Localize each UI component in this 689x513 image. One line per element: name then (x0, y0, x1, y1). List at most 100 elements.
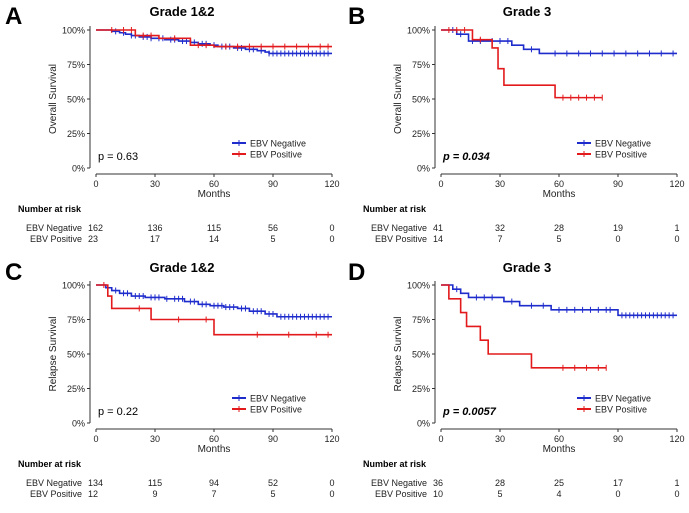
risk-table-header: Number at risk (363, 459, 427, 469)
y-axis-label: Relapse Survival (48, 316, 59, 391)
risk-value-ebv-positive: 0 (674, 234, 679, 244)
x-tick-label: 0 (93, 434, 98, 444)
risk-value-ebv-negative: 32 (495, 223, 505, 233)
curve-ebv-positive (441, 284, 607, 369)
risk-value-ebv-positive: 0 (615, 489, 620, 499)
y-tick-label: 75% (67, 60, 85, 70)
y-tick-label: 25% (412, 129, 430, 139)
risk-row-label-ebv-positive: EBV Positive (30, 489, 82, 499)
x-tick-label: 120 (669, 179, 684, 189)
chart-title: Grade 3 (503, 260, 551, 275)
y-tick-label: 75% (412, 60, 430, 70)
x-tick-label: 120 (324, 434, 339, 444)
risk-value-ebv-negative: 28 (554, 223, 564, 233)
y-tick-label: 0% (72, 419, 85, 429)
risk-value-ebv-positive: 5 (270, 489, 275, 499)
risk-value-ebv-negative: 36 (433, 478, 443, 488)
risk-value-ebv-negative: 56 (268, 223, 278, 233)
x-tick-label: 60 (554, 179, 564, 189)
y-tick-label: 0% (72, 164, 85, 174)
risk-value-ebv-negative: 52 (268, 478, 278, 488)
y-tick-label: 75% (412, 315, 430, 325)
risk-value-ebv-positive: 5 (556, 234, 561, 244)
panel-label: B (348, 3, 365, 30)
x-tick-label: 90 (613, 179, 623, 189)
risk-table-header: Number at risk (18, 204, 82, 214)
x-tick-label: 0 (438, 434, 443, 444)
risk-value-ebv-negative: 136 (147, 223, 162, 233)
y-tick-label: 75% (67, 315, 85, 325)
x-tick-label: 60 (209, 179, 219, 189)
curve-ebv-negative (96, 284, 332, 318)
risk-value-ebv-negative: 0 (329, 478, 334, 488)
panel-c: C Grade 1&20%25%50%75%100%0 30 60 90 120Month… (5, 259, 340, 499)
risk-value-ebv-positive: 12 (88, 489, 98, 499)
y-axis-label: Relapse Survival (393, 316, 404, 391)
legend-label-ebv-negative: EBV Negative (250, 394, 306, 404)
y-tick-label: 50% (412, 350, 430, 360)
x-axis-label: Months (543, 444, 576, 455)
risk-table-header: Number at risk (18, 459, 82, 469)
x-tick-label: 60 (209, 434, 219, 444)
y-tick-label: 25% (67, 129, 85, 139)
risk-value-ebv-positive: 7 (211, 489, 216, 499)
x-tick-label: 90 (268, 434, 278, 444)
y-tick-label: 25% (412, 384, 430, 394)
risk-value-ebv-negative: 25 (554, 478, 564, 488)
chart-title: Grade 1&2 (149, 260, 214, 275)
x-tick-label: 0 (93, 179, 98, 189)
risk-value-ebv-positive: 23 (88, 234, 98, 244)
risk-value-ebv-negative: 94 (209, 478, 219, 488)
x-axis-label: Months (198, 189, 231, 200)
legend-label-ebv-negative: EBV Negative (250, 139, 306, 149)
risk-row-label-ebv-negative: EBV Negative (371, 223, 427, 233)
x-tick-label: 0 (438, 179, 443, 189)
panel-a: A Grade 1&2 0% 25% 50% 75% 100% 0 30 60 90 120 Month… (5, 3, 340, 244)
risk-value-ebv-positive: 5 (270, 234, 275, 244)
x-tick-label: 30 (495, 434, 505, 444)
chart-title: Grade 3 (503, 4, 551, 19)
risk-value-ebv-negative: 19 (613, 223, 623, 233)
risk-value-ebv-negative: 1 (674, 223, 679, 233)
risk-value-ebv-negative: 17 (613, 478, 623, 488)
y-tick-label: 100% (62, 281, 85, 291)
legend-label-ebv-negative: EBV Negative (595, 394, 651, 404)
risk-value-ebv-positive: 0 (674, 489, 679, 499)
panel-label: A (5, 3, 22, 30)
curve-ebv-positive (96, 284, 332, 336)
y-tick-label: 50% (67, 350, 85, 360)
legend-label-ebv-positive: EBV Positive (250, 150, 302, 160)
risk-value-ebv-positive: 10 (433, 489, 443, 499)
risk-value-ebv-negative: 28 (495, 478, 505, 488)
y-tick-label: 100% (407, 281, 430, 291)
y-tick-label: 100% (407, 26, 430, 36)
risk-value-ebv-negative: 41 (433, 223, 443, 233)
y-tick-label: 0% (417, 419, 430, 429)
x-tick-label: 120 (669, 434, 684, 444)
risk-value-ebv-negative: 115 (148, 478, 162, 488)
risk-value-ebv-negative: 134 (88, 478, 103, 488)
p-value: p = 0.63 (98, 151, 138, 163)
y-tick-label: 25% (67, 384, 85, 394)
risk-row-label-ebv-negative: EBV Negative (26, 478, 82, 488)
x-tick-label: 120 (324, 179, 339, 189)
curve-ebv-negative (441, 29, 677, 55)
risk-value-ebv-positive: 0 (329, 489, 334, 499)
panel-b: B Grade 3 0% 25% 50% 75% 100% 0 30 60 90 120 Months O… (348, 3, 685, 244)
risk-value-ebv-positive: 14 (433, 234, 443, 244)
chart-title: Grade 1&2 (149, 4, 214, 19)
risk-value-ebv-positive: 0 (329, 234, 334, 244)
p-value: p = 0.22 (98, 406, 138, 418)
y-tick-label: 100% (62, 26, 85, 36)
risk-value-ebv-negative: 162 (88, 223, 103, 233)
x-tick-label: 90 (613, 434, 623, 444)
risk-table-header: Number at risk (363, 204, 427, 214)
x-axis-label: Months (543, 189, 576, 200)
y-axis-label: Overall Survival (393, 64, 404, 134)
x-tick-label: 90 (268, 179, 278, 189)
panel-label: D (348, 259, 365, 286)
risk-row-label-ebv-positive: EBV Positive (30, 234, 82, 244)
legend-label-ebv-positive: EBV Positive (595, 405, 647, 415)
risk-row-label-ebv-positive: EBV Positive (375, 234, 427, 244)
